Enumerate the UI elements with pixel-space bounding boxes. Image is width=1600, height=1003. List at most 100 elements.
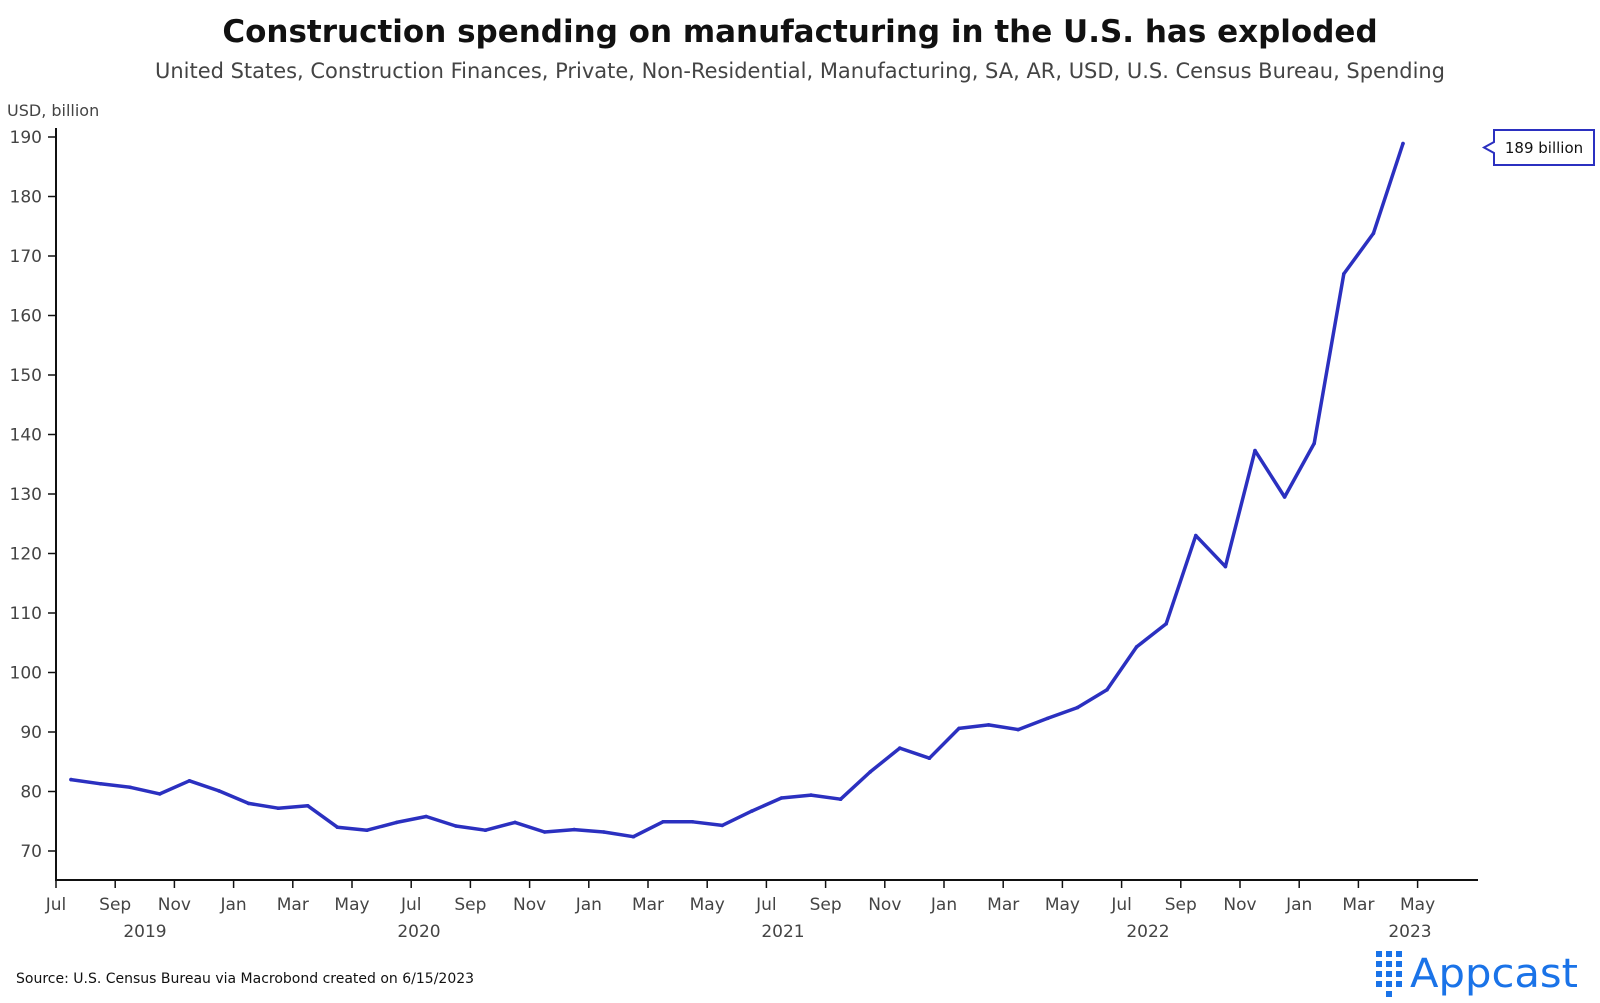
x-axis: Jul Sep Nov Jan Mar May Jul Sep Nov Jan Mar May Jul S… bbox=[45, 880, 1435, 915]
data-point bbox=[542, 830, 547, 834]
y-tick-label: 180 bbox=[10, 188, 42, 208]
data-point bbox=[1223, 564, 1228, 569]
series-points bbox=[69, 141, 1405, 839]
data-point bbox=[572, 827, 576, 832]
x-year-label: 2021 bbox=[761, 922, 804, 942]
data-point bbox=[690, 820, 695, 824]
x-year-label: 2022 bbox=[1126, 922, 1169, 942]
x-tick-label: May bbox=[334, 895, 369, 915]
appcast-logo-text: Appcast bbox=[1410, 951, 1578, 997]
data-point bbox=[513, 820, 517, 825]
x-tick-label: Sep bbox=[1165, 895, 1197, 915]
data-point bbox=[365, 828, 369, 832]
x-axis-years: 2019 2020 2021 2022 2023 bbox=[123, 922, 1431, 942]
chart-title: Construction spending on manufacturing i… bbox=[222, 14, 1377, 50]
x-tick-label: May bbox=[690, 895, 725, 915]
data-point bbox=[779, 796, 784, 800]
x-tick-label: Nov bbox=[1223, 895, 1256, 915]
appcast-logo: Appcast bbox=[1376, 951, 1578, 997]
y-tick-label: 100 bbox=[10, 664, 42, 684]
data-point bbox=[69, 777, 73, 782]
data-point bbox=[1312, 441, 1316, 446]
x-tick-label: Jul bbox=[45, 895, 67, 915]
data-point bbox=[1016, 727, 1020, 732]
x-tick-label: Nov bbox=[513, 895, 546, 915]
data-point bbox=[898, 746, 902, 750]
x-tick-label: Mar bbox=[632, 895, 664, 915]
data-point bbox=[158, 792, 162, 796]
data-point bbox=[306, 804, 310, 808]
data-point bbox=[424, 814, 429, 819]
x-tick-label: Jan bbox=[575, 895, 602, 915]
x-tick-label: Jan bbox=[1285, 895, 1312, 915]
x-year-label: 2023 bbox=[1388, 922, 1431, 942]
y-tick-label: 160 bbox=[10, 307, 42, 327]
y-tick-label: 130 bbox=[10, 485, 42, 505]
data-point bbox=[927, 756, 932, 760]
y-tick-label: 120 bbox=[10, 545, 42, 565]
x-tick-label: Sep bbox=[99, 895, 131, 915]
y-tick-label: 190 bbox=[10, 128, 42, 148]
x-tick-label: Jul bbox=[400, 895, 422, 915]
data-point bbox=[1371, 231, 1376, 236]
data-point bbox=[1194, 533, 1198, 538]
data-point bbox=[1134, 645, 1139, 649]
data-point bbox=[1075, 705, 1080, 710]
callout-box bbox=[1481, 129, 1595, 166]
x-tick-label: Mar bbox=[1342, 895, 1374, 915]
y-tick-label: 140 bbox=[10, 426, 42, 446]
data-point bbox=[1282, 495, 1287, 499]
x-tick-label: Jul bbox=[1110, 895, 1132, 915]
y-axis: 70 80 90 100 110 120 130 140 150 160 170 180 190 bbox=[10, 128, 56, 862]
data-point bbox=[454, 824, 458, 828]
data-point bbox=[98, 782, 103, 786]
data-point bbox=[720, 823, 724, 828]
y-tick-label: 70 bbox=[20, 842, 42, 862]
last-value-callout: 189 billion bbox=[1481, 129, 1595, 166]
x-tick-label: Sep bbox=[810, 895, 842, 915]
data-point bbox=[631, 834, 636, 839]
data-point bbox=[1164, 621, 1168, 626]
data-point bbox=[957, 726, 961, 731]
data-point bbox=[483, 828, 488, 832]
data-point bbox=[602, 830, 606, 834]
y-axis-unit-label: USD, billion bbox=[7, 101, 99, 120]
data-point bbox=[750, 809, 754, 813]
data-point bbox=[217, 789, 221, 793]
data-point bbox=[1401, 141, 1405, 146]
data-point bbox=[868, 770, 872, 774]
series-line bbox=[69, 141, 1405, 839]
data-point bbox=[394, 820, 399, 825]
x-year-label: 2019 bbox=[123, 922, 166, 942]
y-tick-label: 90 bbox=[20, 723, 42, 743]
data-point bbox=[1046, 716, 1050, 721]
x-tick-label: May bbox=[1400, 895, 1435, 915]
data-point bbox=[187, 779, 192, 783]
source-note: Source: U.S. Census Bureau via Macrobond… bbox=[16, 971, 474, 987]
x-tick-label: Mar bbox=[277, 895, 309, 915]
chart-subtitle: United States, Construction Finances, Pr… bbox=[155, 59, 1445, 83]
data-point bbox=[661, 820, 665, 824]
appcast-logo-icon bbox=[1376, 951, 1402, 997]
x-year-label: 2020 bbox=[397, 922, 440, 942]
data-point bbox=[809, 793, 813, 797]
y-tick-label: 150 bbox=[10, 366, 42, 386]
data-point bbox=[986, 723, 991, 727]
x-tick-label: May bbox=[1045, 895, 1080, 915]
data-point bbox=[335, 825, 340, 829]
y-tick-label: 110 bbox=[10, 604, 42, 624]
data-point bbox=[246, 801, 251, 806]
x-tick-label: Mar bbox=[987, 895, 1019, 915]
data-point bbox=[838, 797, 843, 801]
x-tick-label: Jul bbox=[755, 895, 777, 915]
x-tick-label: Jan bbox=[219, 895, 246, 915]
y-tick-label: 170 bbox=[10, 247, 42, 267]
x-tick-label: Sep bbox=[454, 895, 486, 915]
data-point bbox=[128, 785, 132, 790]
data-point bbox=[276, 806, 281, 810]
callout-label: 189 billion bbox=[1505, 139, 1583, 157]
data-point bbox=[1105, 688, 1109, 692]
data-point bbox=[1253, 448, 1257, 453]
x-tick-label: Nov bbox=[158, 895, 191, 915]
